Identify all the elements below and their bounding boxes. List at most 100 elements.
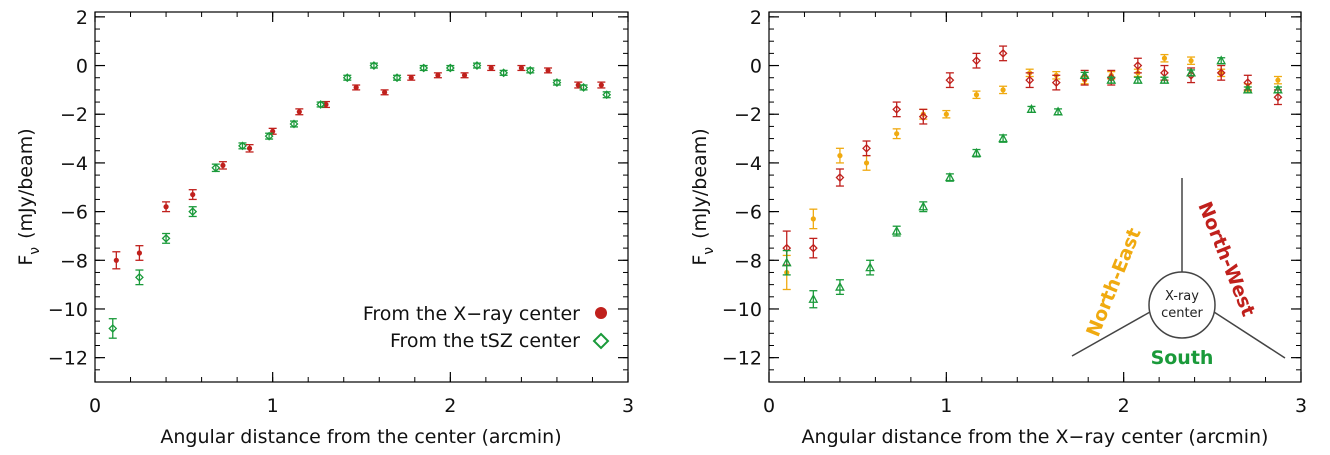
- data-point: [238, 141, 247, 151]
- data-point: [781, 257, 792, 267]
- right-x-tick-label: 1: [940, 395, 952, 417]
- left-y-tick-label: 0: [76, 56, 88, 78]
- data-point: [1186, 67, 1196, 77]
- right-series-north-east: [782, 53, 1282, 291]
- data-point: [918, 112, 928, 122]
- data-point: [188, 207, 198, 217]
- right-y-tick-label: −2: [734, 104, 762, 126]
- data-point: [289, 119, 299, 129]
- right-series-south: [781, 55, 1283, 309]
- left-series-from-the-tsz-center: [108, 61, 612, 339]
- data-point: [891, 225, 902, 235]
- data-point: [835, 173, 845, 182]
- data-point: [1275, 77, 1281, 83]
- data-point: [575, 82, 581, 88]
- data-point: [579, 83, 589, 92]
- data-point: [499, 68, 509, 78]
- data-point: [1273, 84, 1283, 94]
- data-point: [808, 243, 818, 253]
- right-y-tick-label: −8: [734, 250, 762, 272]
- data-point: [894, 131, 900, 137]
- data-point: [971, 147, 982, 157]
- left-y-tick-label: −12: [48, 348, 88, 370]
- right-y-title-sub: ν: [701, 247, 717, 255]
- data-point: [598, 82, 604, 88]
- data-point: [161, 233, 171, 243]
- data-point: [998, 133, 1008, 143]
- data-point: [190, 191, 196, 198]
- left-y-tick-label: −2: [60, 104, 88, 126]
- data-point: [602, 90, 612, 100]
- data-point: [863, 160, 870, 166]
- left-x-tick-label: 2: [444, 395, 456, 417]
- data-point: [488, 65, 494, 71]
- data-point: [1079, 69, 1090, 79]
- data-point: [835, 281, 845, 291]
- left-plot-frame: [94, 11, 629, 383]
- data-point: [892, 104, 902, 114]
- data-point: [1242, 84, 1253, 94]
- right-data-points: [781, 45, 1283, 309]
- inset-center-circle: [1148, 271, 1216, 339]
- left-x-tick-label: 0: [89, 395, 101, 417]
- legend-entry-tsz: From the tSZ center: [390, 330, 580, 352]
- right-plot-frame: [768, 11, 1302, 383]
- svg-text:Fν(mJy/beam): Fν (mJy/beam): [15, 128, 43, 265]
- data-point: [810, 216, 816, 222]
- right-y-axis-title: Fν (mJy/beam): [689, 128, 717, 265]
- data-point: [1159, 74, 1170, 84]
- data-point: [113, 257, 119, 263]
- right-chart-panel: 0 1 2 3 2 0 −2 −4 −6 −8 −10 −12 Angular distance fr…: [689, 7, 1307, 448]
- data-point: [525, 66, 535, 75]
- data-point: [1051, 78, 1061, 88]
- left-series-from-the-x-ray-center: [112, 64, 606, 270]
- right-axis-ticks: 0 1 2 3 2 0 −2 −4 −6 −8 −10 −12: [722, 7, 1307, 417]
- right-y-tick-label: 2: [750, 7, 762, 29]
- direction-inset: X-ray center North-East North-West South: [1071, 178, 1286, 369]
- left-y-title-sub: ν: [27, 247, 43, 255]
- right-y-tick-label: −4: [734, 153, 762, 175]
- legend-marker-filled-circle: [595, 307, 607, 319]
- data-point: [435, 72, 441, 78]
- left-y-tick-label: −4: [60, 153, 88, 175]
- data-point: [944, 172, 955, 182]
- left-y-tick-label: −8: [60, 250, 88, 272]
- left-y-title-main: F: [15, 255, 37, 266]
- data-point: [972, 56, 981, 66]
- data-point: [945, 75, 955, 85]
- inset-center-label-line2: center: [1161, 306, 1203, 321]
- right-y-title-main: F: [689, 255, 711, 266]
- left-y-tick-label: 2: [76, 7, 88, 29]
- right-x-tick-label: 3: [1295, 395, 1307, 417]
- data-point: [1188, 58, 1194, 64]
- left-data-points: [108, 61, 612, 339]
- data-point: [323, 101, 329, 108]
- data-point: [316, 100, 326, 109]
- data-point: [342, 73, 352, 83]
- data-point: [837, 153, 843, 159]
- data-point: [943, 111, 949, 117]
- data-point: [1132, 74, 1143, 84]
- data-point: [220, 162, 226, 168]
- svg-text:Fν(mJy/beam): Fν (mJy/beam): [689, 128, 717, 265]
- data-point: [472, 61, 482, 70]
- data-point: [211, 163, 221, 173]
- data-point: [381, 89, 388, 95]
- right-x-tick-label: 0: [763, 395, 775, 417]
- data-point: [163, 204, 169, 210]
- data-point: [108, 324, 118, 333]
- data-point: [1133, 61, 1143, 70]
- data-point: [545, 67, 551, 74]
- data-point: [862, 143, 871, 153]
- data-point: [1216, 55, 1227, 65]
- right-y-tick-label: 0: [750, 56, 762, 78]
- right-y-tick-label: −12: [722, 348, 762, 370]
- legend: From the X−ray center From the tSZ cente…: [363, 303, 610, 352]
- left-y-tick-label: −10: [48, 299, 88, 321]
- data-point: [408, 75, 414, 81]
- data-point: [973, 92, 980, 98]
- data-point: [1106, 74, 1117, 84]
- right-y-tick-label: −6: [734, 202, 762, 224]
- data-point: [246, 145, 253, 151]
